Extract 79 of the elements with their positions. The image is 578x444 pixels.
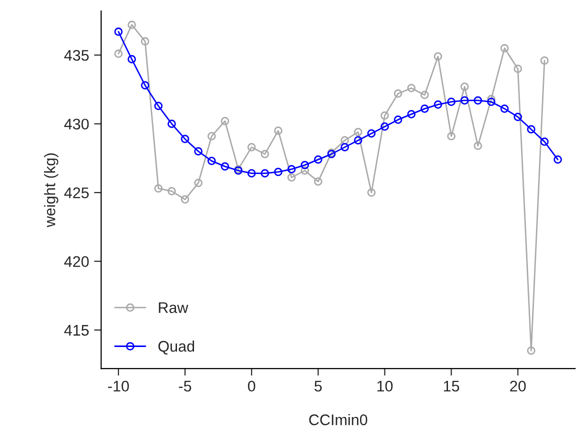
point <box>394 89 402 98</box>
point <box>407 84 416 92</box>
point <box>527 346 536 355</box>
point <box>500 104 509 113</box>
point <box>434 100 442 109</box>
point <box>447 98 456 106</box>
point <box>540 56 549 65</box>
legend-label: Raw <box>158 302 188 314</box>
point <box>420 90 429 100</box>
point <box>154 184 163 193</box>
point <box>260 150 270 158</box>
x-axis-title: CCImin0 <box>309 414 368 426</box>
point <box>394 116 402 124</box>
x-tick-label: 5 <box>314 380 322 392</box>
point <box>380 122 389 131</box>
point <box>420 104 429 113</box>
y-tick-label: 430 <box>64 118 89 130</box>
point <box>140 81 150 90</box>
point <box>314 177 322 186</box>
point <box>300 166 310 175</box>
point <box>247 143 256 152</box>
point <box>220 116 230 126</box>
point <box>287 165 296 174</box>
point <box>314 155 322 164</box>
x-tick-label: 0 <box>248 380 256 392</box>
point <box>300 160 310 170</box>
point <box>340 136 349 144</box>
x-tick-label: -5 <box>178 380 192 392</box>
point <box>287 173 296 182</box>
point <box>220 162 230 171</box>
point <box>128 55 136 64</box>
x-tick-label: -10 <box>108 380 129 392</box>
point <box>447 132 456 140</box>
point <box>154 102 163 110</box>
y-tick-label: 415 <box>64 325 89 336</box>
point <box>194 147 203 156</box>
point <box>128 20 136 30</box>
point <box>354 136 362 144</box>
y-tick-label: 435 <box>64 50 89 61</box>
point <box>180 195 190 204</box>
point <box>114 28 123 36</box>
point <box>487 94 496 104</box>
point <box>407 110 416 118</box>
point <box>514 112 522 122</box>
point <box>514 64 522 74</box>
point <box>180 134 190 144</box>
point <box>247 169 256 178</box>
point <box>140 37 150 46</box>
point <box>434 52 442 61</box>
point <box>168 187 176 196</box>
point <box>194 178 203 188</box>
x-tick-label: 20 <box>510 380 526 392</box>
point <box>114 50 123 58</box>
point <box>207 156 216 166</box>
point <box>527 125 536 134</box>
point <box>274 168 282 176</box>
point <box>207 132 216 140</box>
x-tick-label: 15 <box>444 380 460 392</box>
point <box>487 98 496 106</box>
point <box>367 129 376 138</box>
point <box>500 44 509 52</box>
point <box>354 128 362 136</box>
point <box>168 120 176 128</box>
y-tick-label: 425 <box>64 187 89 198</box>
point <box>380 111 389 120</box>
point <box>554 155 562 164</box>
y-tick-label: 420 <box>64 256 89 267</box>
point <box>474 96 482 105</box>
point <box>367 188 376 197</box>
point <box>540 138 549 146</box>
point <box>474 142 482 150</box>
y-axis-title: weight (kg) <box>44 153 58 228</box>
point <box>340 143 349 152</box>
point <box>460 96 469 105</box>
point <box>260 169 270 178</box>
x-tick-label: 10 <box>377 380 393 392</box>
point <box>274 126 282 135</box>
legend-label: Quad <box>158 340 194 354</box>
point <box>460 82 469 91</box>
